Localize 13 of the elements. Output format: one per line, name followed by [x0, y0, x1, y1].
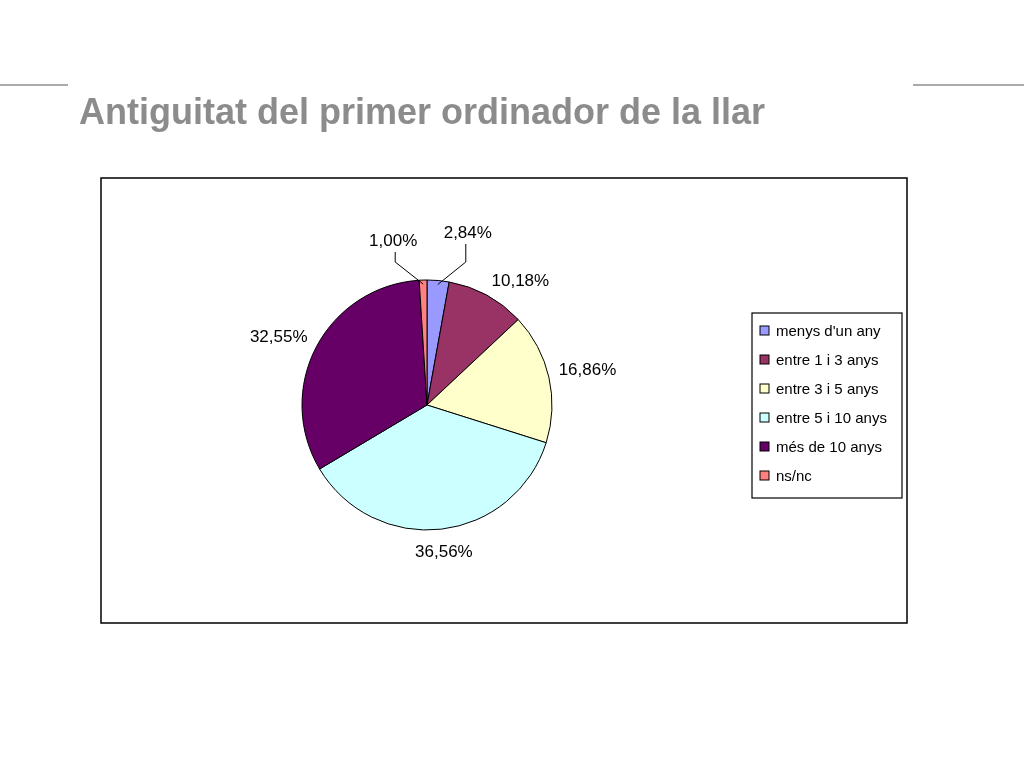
- data-label: 16,86%: [558, 360, 617, 380]
- data-label: 36,56%: [415, 542, 473, 562]
- legend-label: menys d'un any: [776, 322, 882, 339]
- data-label: 1,00%: [369, 231, 418, 250]
- data-label: 32,55%: [249, 327, 308, 347]
- chart-title: Antiguitat del primer ordinador de la llar: [79, 91, 766, 132]
- legend-label: ns/nc: [776, 467, 813, 484]
- legend-label: més de 10 anys: [776, 438, 882, 455]
- legend-label: entre 3 i 5 anys: [776, 380, 879, 397]
- legend-label: entre 1 i 3 anys: [776, 351, 879, 368]
- data-label: 10,18%: [491, 271, 550, 291]
- data-label: 2,84%: [443, 223, 492, 242]
- legend-label: entre 5 i 10 anys: [776, 409, 887, 426]
